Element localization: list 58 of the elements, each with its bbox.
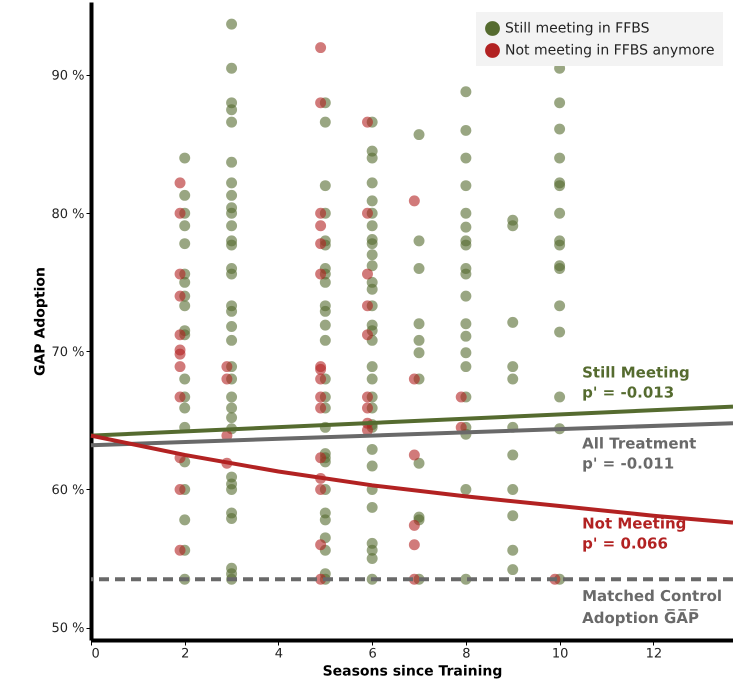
x-axis-title: Seasons since Training bbox=[322, 664, 502, 680]
point bbox=[315, 42, 326, 54]
x-tick-label: 4 bbox=[274, 646, 284, 662]
point bbox=[174, 208, 186, 219]
point bbox=[408, 449, 420, 460]
point bbox=[362, 268, 373, 280]
x-tick-label: 12 bbox=[646, 646, 662, 662]
point bbox=[174, 348, 186, 360]
y-tick-label: 80 % bbox=[51, 206, 84, 222]
x-tick-label: 10 bbox=[552, 646, 568, 662]
point bbox=[315, 484, 326, 495]
point bbox=[315, 208, 326, 219]
x-tick-label: 6 bbox=[368, 646, 377, 662]
point bbox=[174, 544, 186, 556]
point bbox=[174, 329, 186, 340]
point bbox=[315, 364, 326, 375]
x-tick-label: 8 bbox=[462, 646, 471, 662]
point bbox=[362, 300, 373, 312]
point bbox=[315, 374, 326, 384]
point bbox=[174, 391, 186, 402]
point bbox=[174, 268, 186, 280]
x-tick-label: 2 bbox=[181, 646, 190, 662]
point bbox=[221, 361, 232, 372]
point bbox=[315, 238, 326, 250]
point bbox=[315, 220, 326, 232]
y-tick-label: 60 % bbox=[51, 482, 84, 498]
legend-label: Still meeting in FFBS bbox=[505, 20, 650, 36]
y-tick-label: 50 % bbox=[51, 621, 84, 636]
point bbox=[408, 520, 420, 531]
y-axis-title: GAP Adoption bbox=[32, 266, 48, 376]
point bbox=[362, 329, 373, 340]
point bbox=[174, 361, 186, 372]
point bbox=[408, 539, 420, 550]
point bbox=[315, 452, 326, 464]
point bbox=[315, 391, 326, 402]
point bbox=[362, 391, 373, 402]
x-tick-label: 0 bbox=[92, 646, 100, 662]
ref-line-label: Matched Control Adoption G̅A̅P̅ bbox=[582, 587, 722, 628]
point bbox=[362, 402, 373, 414]
legend-label: Not meeting in FFBS anymore bbox=[505, 42, 714, 58]
point bbox=[362, 116, 373, 128]
point bbox=[315, 402, 326, 414]
point bbox=[408, 374, 420, 384]
series-label: All Treatment p' = -0.011 bbox=[582, 434, 696, 472]
y-tick-label: 70 % bbox=[51, 344, 84, 360]
series-label: Still Meeting p' = -0.013 bbox=[582, 363, 690, 402]
series-label: Not Meeting p' = 0.066 bbox=[582, 514, 686, 552]
point bbox=[315, 268, 326, 280]
y-tick-label: 90 % bbox=[51, 68, 84, 84]
point bbox=[174, 177, 186, 188]
point bbox=[174, 290, 186, 302]
point bbox=[315, 97, 326, 108]
point bbox=[221, 374, 232, 384]
point bbox=[362, 208, 373, 219]
point bbox=[174, 484, 186, 495]
point bbox=[315, 539, 326, 550]
point bbox=[456, 391, 467, 402]
point bbox=[408, 195, 420, 206]
